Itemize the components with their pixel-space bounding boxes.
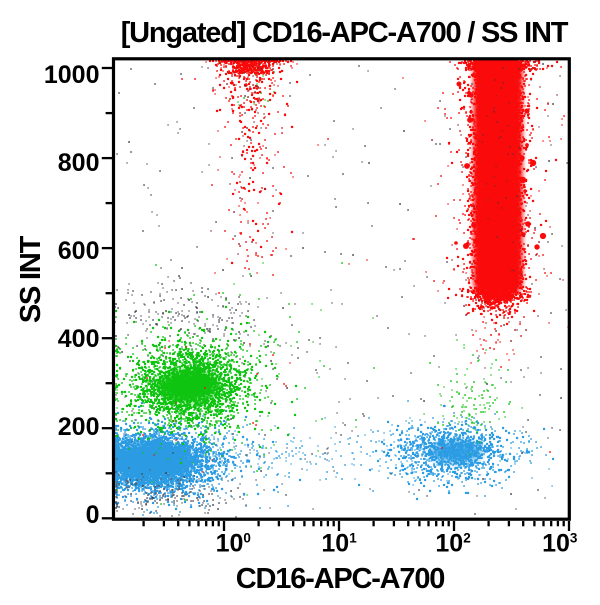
svg-text:600: 600 — [58, 237, 100, 265]
svg-text:1000: 1000 — [44, 61, 100, 89]
svg-text:[Ungated] CD16-APC-A700 / SS I: [Ungated] CD16-APC-A700 / SS INT — [121, 17, 569, 49]
svg-text:SS INT: SS INT — [15, 235, 47, 323]
svg-text:CD16-APC-A700: CD16-APC-A700 — [236, 563, 444, 595]
svg-text:800: 800 — [58, 149, 100, 177]
svg-text:102: 102 — [435, 529, 470, 557]
svg-text:400: 400 — [58, 325, 100, 353]
svg-text:200: 200 — [58, 413, 100, 441]
svg-text:0: 0 — [86, 501, 100, 529]
